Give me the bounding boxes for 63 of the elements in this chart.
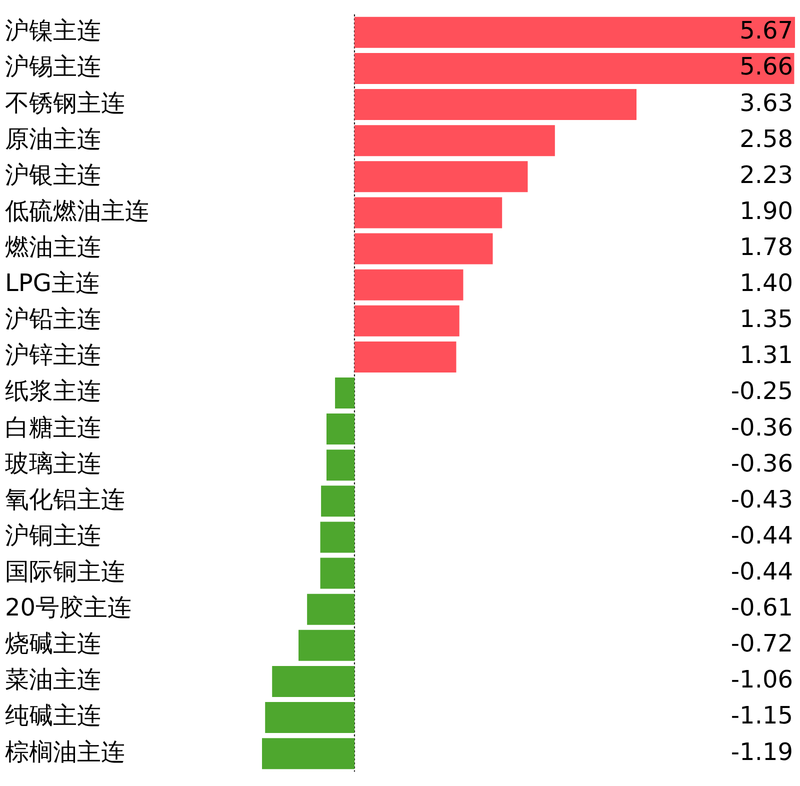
- bar: [265, 702, 354, 734]
- y-tick-label: 燃油主连: [5, 233, 101, 262]
- bar: [354, 341, 456, 372]
- y-tick-label: 20号胶主连: [5, 594, 132, 622]
- bar: [320, 558, 354, 589]
- y-tick-label: 玻璃主连: [5, 449, 101, 478]
- data-label: -0.61: [730, 594, 793, 622]
- y-tick-label: 棕榈油主连: [5, 738, 125, 766]
- y-tick-label: 沪锡主连: [5, 52, 101, 81]
- bar: [326, 450, 354, 481]
- bar: [326, 414, 354, 445]
- y-tick-label: LPG主连: [5, 269, 100, 298]
- y-tick-label: 白糖主连: [5, 413, 101, 442]
- y-tick-label: 沪铅主连: [5, 305, 101, 334]
- bar: [272, 666, 354, 697]
- data-label: -0.43: [730, 485, 793, 514]
- y-tick-label: 不锈钢主连: [5, 88, 125, 117]
- bar: [354, 161, 528, 192]
- bar: [307, 594, 354, 625]
- y-tick-label: 低硫燃油主连: [5, 196, 149, 225]
- y-tick-label: 沪银主连: [5, 160, 101, 189]
- bar: [298, 630, 354, 661]
- bar: [335, 377, 354, 409]
- bar: [321, 486, 354, 517]
- data-label: -0.36: [730, 413, 793, 442]
- y-tick-label: 菜油主连: [5, 666, 101, 694]
- data-label: -0.25: [730, 377, 793, 406]
- data-label: -0.44: [730, 521, 793, 550]
- data-label: 2.58: [740, 124, 793, 153]
- data-label: 1.31: [740, 341, 793, 370]
- data-label: -0.72: [730, 630, 793, 658]
- data-label: 5.66: [740, 52, 793, 81]
- y-tick-label: 沪锌主连: [5, 341, 101, 370]
- bar: [354, 305, 460, 336]
- y-tick-label: 原油主连: [5, 124, 101, 153]
- y-tick-label: 烧碱主连: [5, 630, 101, 658]
- bar: [354, 52, 794, 84]
- y-tick-label: 沪铜主连: [5, 521, 101, 550]
- bar: [354, 233, 493, 264]
- data-label: 1.40: [740, 269, 793, 298]
- y-tick-label: 沪镍主连: [5, 16, 101, 45]
- bar: [354, 269, 464, 300]
- data-label: 1.78: [740, 233, 793, 262]
- data-label: 5.67: [740, 16, 793, 45]
- data-label: -1.06: [730, 666, 793, 694]
- y-tick-label: 国际铜主连: [5, 558, 125, 586]
- bar: [354, 89, 636, 120]
- data-label: 1.35: [740, 305, 793, 334]
- y-tick-label: 氧化铝主连: [5, 485, 125, 514]
- data-label: -1.15: [730, 702, 793, 730]
- data-label: 1.90: [740, 196, 793, 225]
- bar: [320, 522, 354, 553]
- y-tick-label: 纸浆主连: [5, 377, 101, 406]
- data-label: 3.63: [740, 88, 793, 117]
- bar: [354, 16, 795, 48]
- bar: [354, 125, 555, 156]
- y-tick-label: 纯碱主连: [5, 702, 101, 730]
- data-label: 2.23: [740, 160, 793, 189]
- data-label: -0.44: [730, 558, 793, 586]
- bar: [262, 738, 354, 770]
- bar: [354, 197, 502, 228]
- data-label: -0.36: [730, 449, 793, 478]
- data-label: -1.19: [730, 738, 793, 766]
